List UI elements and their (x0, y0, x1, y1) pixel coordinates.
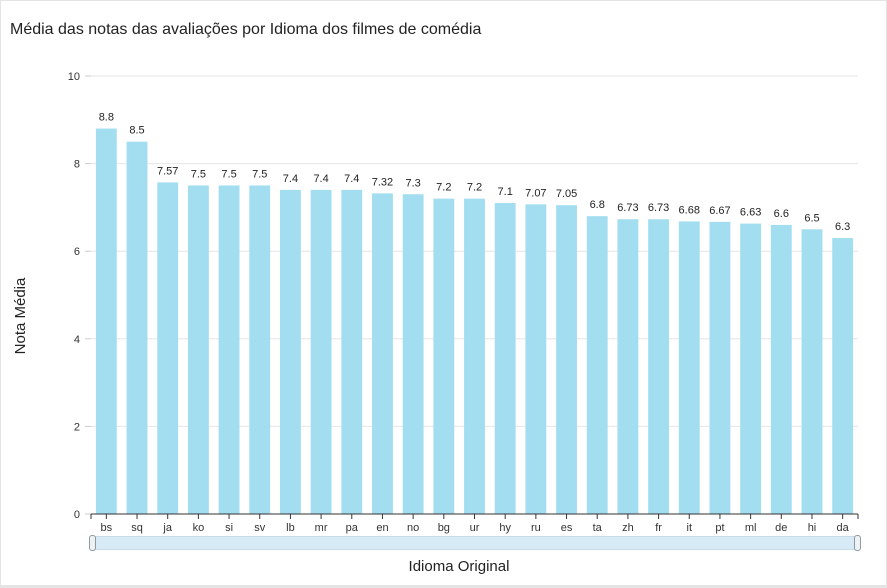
data-label-es: 7.05 (556, 188, 577, 200)
bar-zh[interactable] (617, 219, 639, 514)
chart-title: Média das notas das avaliações por Idiom… (10, 21, 482, 38)
bar-ml[interactable] (740, 223, 762, 514)
x-tick-label-si: si (225, 522, 233, 534)
x-tick-label-bs: bs (101, 522, 113, 534)
data-label-ja: 7.57 (157, 165, 178, 177)
data-label-ta: 6.8 (590, 199, 605, 211)
x-tick-label-pa: pa (346, 522, 359, 534)
y-tick-label: 0 (74, 509, 80, 521)
x-tick-label-ru: ru (531, 522, 541, 534)
data-label-it: 6.68 (679, 204, 700, 216)
bar-pa[interactable] (341, 189, 363, 514)
data-label-pt: 6.67 (709, 205, 730, 217)
x-tick-label-pt: pt (715, 522, 724, 534)
x-tick-label-de: de (775, 522, 787, 534)
data-label-bs: 8.8 (99, 112, 114, 124)
x-tick-label-it: it (687, 522, 693, 534)
bar-mr[interactable] (310, 189, 332, 514)
x-tick-label-ko: ko (193, 522, 205, 534)
y-tick-label: 10 (68, 71, 80, 83)
bar-fr[interactable] (648, 219, 670, 514)
x-tick-label-hy: hy (499, 522, 511, 534)
bar-sq[interactable] (126, 141, 148, 514)
bar-ko[interactable] (187, 185, 209, 515)
y-tick-label: 2 (74, 421, 80, 433)
bar-ur[interactable] (464, 198, 485, 514)
data-label-ur: 7.2 (467, 182, 482, 194)
data-label-de: 6.6 (774, 208, 789, 220)
bar-da[interactable] (832, 238, 854, 514)
x-tick-label-no: no (407, 522, 419, 534)
y-tick-label: 4 (74, 334, 80, 346)
x-tick-label-sv: sv (254, 522, 266, 534)
bar-no[interactable] (402, 194, 424, 514)
data-label-lb: 7.4 (283, 173, 298, 185)
x-tick-label-ta: ta (593, 522, 603, 534)
data-label-mr: 7.4 (313, 173, 328, 185)
data-label-hi: 6.5 (804, 212, 819, 224)
scrollbar-left-handle[interactable] (89, 535, 96, 551)
bar-hy[interactable] (494, 203, 516, 514)
y-axis-ticks: 0 2 4 6 8 10 (68, 71, 91, 521)
bar-pt[interactable] (709, 221, 731, 514)
x-axis-scrollbar[interactable] (89, 534, 861, 552)
bar-bs[interactable] (95, 128, 117, 514)
y-axis-label: Nota Média (12, 277, 29, 354)
bar-ru[interactable] (525, 204, 547, 515)
data-label-sq: 8.5 (129, 125, 144, 137)
scrollbar-track[interactable] (92, 536, 858, 550)
x-axis-label: Idioma Original (409, 558, 510, 575)
scrollbar-right-handle[interactable] (854, 535, 861, 551)
data-label-zh: 6.73 (617, 202, 638, 214)
data-labels: 8.8 8.5 7.57 7.5 7.5 7.5 7.4 7.4 7.4 7.32 7.3 7.2 7.… (99, 112, 851, 234)
data-label-sv: 7.5 (252, 169, 267, 181)
x-tick-label-ur: ur (470, 522, 480, 534)
x-tick-label-fr: fr (655, 522, 662, 534)
bar-en[interactable] (372, 193, 393, 514)
data-label-ru: 7.07 (525, 187, 546, 199)
bar-bg[interactable] (433, 198, 455, 514)
bar-de[interactable] (770, 224, 792, 515)
data-label-si: 7.5 (221, 169, 236, 181)
x-tick-label-lb: lb (286, 522, 295, 534)
y-tick-label: 8 (74, 159, 80, 171)
x-axis-ticks: bs sq ja ko si sv lb mr pa en no bg ur hy ru es ta zh fr it… (90, 514, 859, 534)
x-tick-label-en: en (376, 522, 388, 534)
data-label-en: 7.32 (372, 176, 393, 188)
x-tick-label-es: es (561, 522, 573, 534)
x-tick-label-da: da (837, 522, 850, 534)
x-tick-label-ja: ja (162, 522, 172, 534)
bar-lb[interactable] (279, 189, 301, 514)
bar-ta[interactable] (586, 216, 608, 514)
x-tick-label-ml: ml (745, 522, 757, 534)
x-tick-label-mr: mr (315, 522, 328, 534)
data-label-fr: 6.73 (648, 202, 669, 214)
data-label-da: 6.3 (835, 221, 850, 233)
x-tick-label-hi: hi (808, 522, 817, 534)
data-label-bg: 7.2 (436, 182, 451, 194)
bar-sv[interactable] (249, 185, 271, 515)
bar-es[interactable] (556, 205, 577, 514)
bar-si[interactable] (218, 185, 240, 515)
bars (95, 128, 854, 515)
y-tick-label: 6 (74, 246, 80, 258)
data-label-hy: 7.1 (498, 186, 513, 198)
x-tick-label-bg: bg (438, 522, 450, 534)
bar-it[interactable] (678, 221, 700, 514)
data-label-no: 7.3 (405, 177, 420, 189)
bar-hi[interactable] (801, 229, 823, 515)
data-label-ko: 7.5 (191, 169, 206, 181)
x-tick-label-zh: zh (622, 522, 634, 534)
data-label-pa: 7.4 (344, 173, 359, 185)
bar-ja[interactable] (157, 182, 179, 514)
data-label-ml: 6.63 (740, 207, 761, 219)
x-tick-label-sq: sq (131, 522, 143, 534)
